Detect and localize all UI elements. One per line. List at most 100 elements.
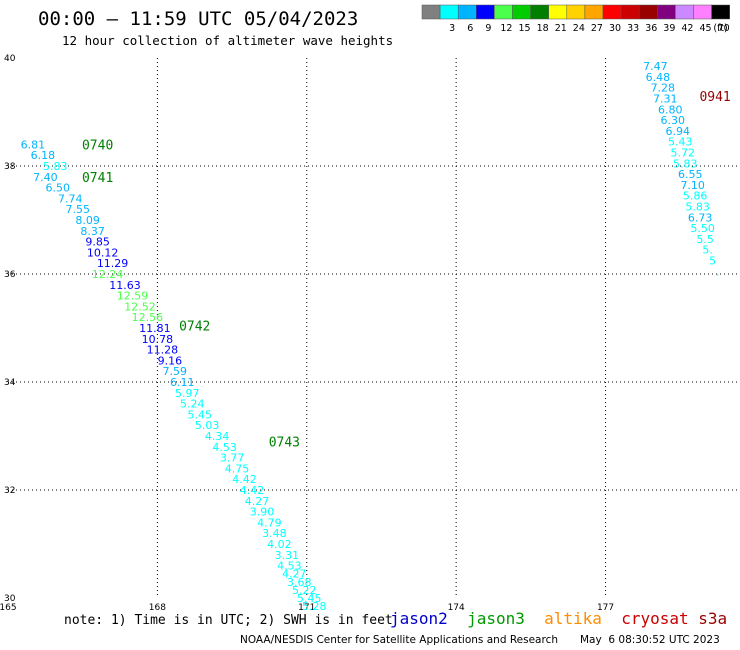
- swh-value-label: 11.81: [139, 322, 171, 335]
- satellite-name: jason2: [390, 609, 448, 628]
- swh-value-label: 6.80: [658, 103, 683, 116]
- lon-tick-label: 165: [0, 603, 17, 613]
- swh-value-label: 5.72: [670, 147, 695, 160]
- swh-value-label: 5.: [702, 244, 713, 257]
- time-label: 0742: [179, 319, 210, 334]
- swh-value-label: 7.55: [65, 203, 90, 216]
- satellite-name: altika: [544, 609, 602, 628]
- swh-value-label: 6.30: [661, 114, 686, 127]
- swh-value-label: 4.53: [212, 441, 237, 454]
- satellite-name: s3a: [698, 609, 728, 628]
- legend-label: 15: [519, 23, 531, 34]
- swh-value-label: 9.16: [158, 354, 183, 367]
- time-label: 0741: [82, 171, 113, 186]
- swh-value-label: 5.83: [43, 160, 68, 173]
- swh-value-label: .: [716, 265, 720, 278]
- swh-value-label: 4.42: [232, 473, 257, 486]
- swh-value-label: 5.97: [175, 387, 200, 400]
- swh-value-label: 5.45: [297, 592, 322, 605]
- swh-value-label: 4.75: [225, 462, 250, 475]
- legend-label: 24: [573, 23, 585, 34]
- swh-value-label: 5.24: [180, 398, 205, 411]
- swh-value-label: 4.53: [277, 560, 302, 573]
- satellite-legend: jason2 jason3 altika cryosat s3a: [390, 609, 727, 628]
- swh-value-label: 8.37: [80, 225, 105, 238]
- time-label: 0743: [269, 435, 300, 450]
- swh-value-label: 5.03: [195, 419, 220, 432]
- swh-value-label: 11.29: [97, 257, 129, 270]
- legend-label: 6: [467, 23, 473, 34]
- swh-value-label: 4.42: [240, 484, 265, 497]
- lat-tick-label: 34: [4, 378, 16, 388]
- swh-value-label: 9.85: [85, 236, 110, 249]
- swh-value-label: 12.56: [132, 311, 164, 324]
- lat-tick-label: 30: [4, 594, 16, 604]
- swh-value-label: 7.74: [58, 192, 83, 205]
- swh-value-label: 5.83: [673, 157, 698, 170]
- color-legend: 3 6 9 12 15 18 21 24 27 30 33 36 39 42 45 70(ft): [421, 4, 730, 34]
- swh-value-label: 5.5: [696, 233, 714, 246]
- time-label: 0740: [82, 138, 113, 153]
- swh-value-label: 4.27: [282, 568, 307, 581]
- swh-value-label: 5.43: [668, 136, 693, 149]
- swh-value-label: 5.22: [292, 584, 317, 597]
- wave-height-map: 165 168 171 174 1774038363432306.816.185.837…: [0, 54, 740, 613]
- swh-value-label: 4.02: [267, 538, 292, 551]
- swh-value-label: 6.73: [688, 211, 713, 224]
- lon-tick-label: 174: [448, 603, 465, 613]
- swh-value-label: 7.40: [33, 171, 58, 184]
- swh-value-label: 12.24: [92, 268, 124, 281]
- swh-value-label: 7.10: [680, 179, 705, 192]
- timestamp: May 6 08:30:52 UTC 2023: [580, 634, 720, 646]
- lon-tick-label: 168: [149, 603, 166, 613]
- swh-value-label: 10.12: [87, 246, 119, 259]
- legend-label: 70: [718, 23, 730, 34]
- swh-value-label: 6.48: [646, 71, 671, 84]
- swh-value-label: 6.50: [46, 182, 71, 195]
- swh-value-label: 3.68: [287, 576, 312, 589]
- credit-text: NOAA/NESDIS Center for Satellite Applica…: [240, 634, 558, 646]
- swh-value-label: 3.90: [250, 506, 275, 519]
- lon-tick-label: 177: [597, 603, 614, 613]
- swh-value-label: 3.31: [275, 549, 300, 562]
- legend-label: 12: [500, 23, 512, 34]
- swh-value-label: 6.11: [170, 376, 195, 389]
- time-label: 0941: [699, 90, 730, 105]
- title: 00:00 – 11:59 UTC 05/04/2023: [38, 8, 359, 30]
- swh-value-label: 8.09: [75, 214, 100, 227]
- legend-label: 36: [645, 23, 657, 34]
- satellite-name: jason3: [467, 609, 525, 628]
- swh-value-label: 6.55: [678, 168, 703, 181]
- lat-tick-label: 32: [4, 486, 15, 496]
- swh-value-label: 12.52: [124, 300, 156, 313]
- swh-value-label: 6.18: [31, 149, 56, 162]
- satellite-name: cryosat: [621, 609, 689, 628]
- swh-value-label: 6.94: [666, 125, 691, 138]
- subtitle: 12 hour collection of altimeter wave hei…: [62, 33, 394, 48]
- legend-label: 18: [537, 23, 549, 34]
- swh-value-label: 7.47: [643, 60, 668, 73]
- swh-value-label: 7.59: [163, 365, 188, 378]
- swh-value-label: 5.45: [187, 408, 212, 421]
- swh-value-label: 4.34: [205, 430, 230, 443]
- swh-value-label: 4.79: [257, 516, 282, 529]
- legend-label: 33: [627, 23, 639, 34]
- swh-value-label: 5: [709, 255, 716, 268]
- swh-value-label: 10.78: [142, 333, 174, 346]
- lon-tick-label: 171: [298, 603, 315, 613]
- legend-label: 42: [681, 23, 693, 34]
- footer-note: note: 1) Time is in UTC; 2) SWH is in fe…: [64, 613, 393, 628]
- swh-value-label: 11.28: [147, 344, 179, 357]
- legend-label: 27: [591, 23, 603, 34]
- swh-value-label: 7.28: [651, 82, 676, 95]
- lat-tick-label: 38: [4, 162, 16, 172]
- swh-value-label: 12.59: [117, 290, 149, 303]
- swh-value-label: 7.31: [653, 93, 678, 106]
- lat-tick-label: 36: [4, 270, 16, 280]
- swh-value-label: 5.83: [685, 201, 710, 214]
- legend-label: 9: [485, 23, 491, 34]
- swh-value-label: 5.50: [690, 222, 715, 235]
- legend-swatch: [711, 4, 730, 20]
- swh-value-label: 11.63: [109, 279, 141, 292]
- swh-value-label: 4.27: [245, 495, 270, 508]
